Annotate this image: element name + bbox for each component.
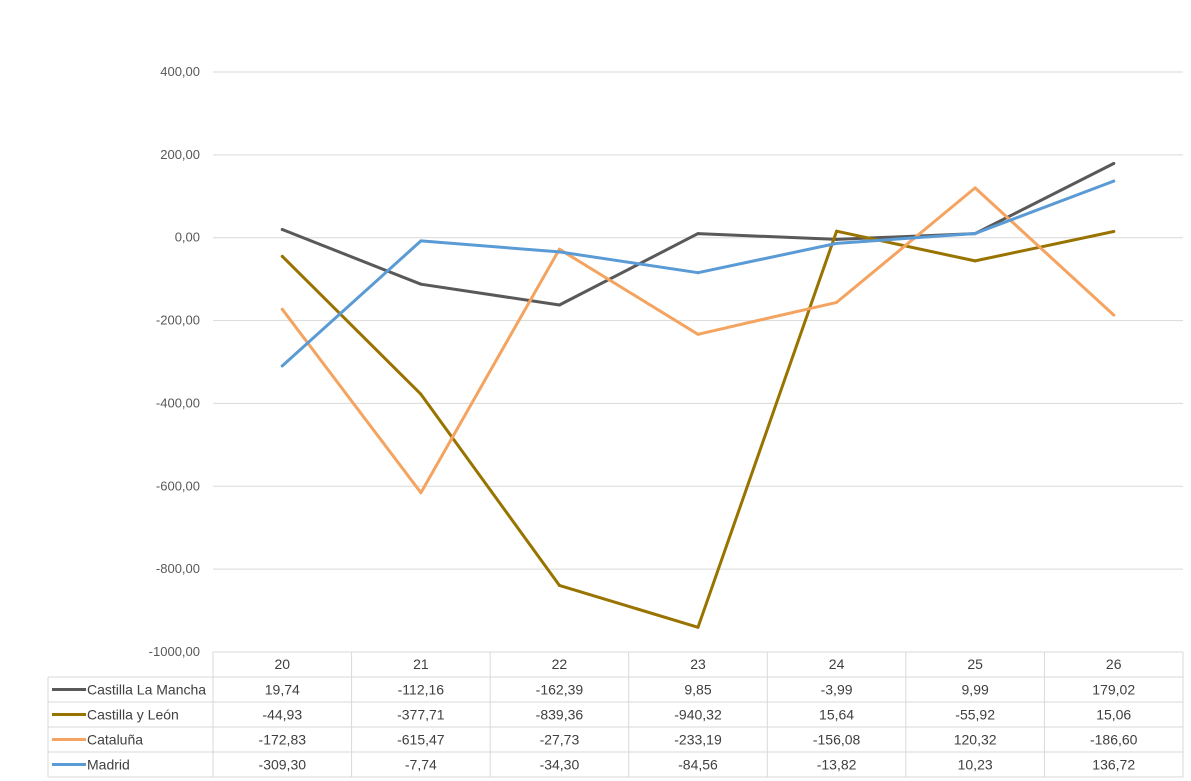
data-table: 20 21 22 23 24 25 26 Castilla La Mancha 19,74 -11… (47, 651, 1184, 778)
data-label: -55,92 (955, 707, 995, 723)
data-point (419, 392, 423, 396)
category-label: 21 (413, 656, 429, 672)
data-label: -84,56 (678, 757, 718, 773)
data-point (1112, 162, 1116, 166)
data-label: -3,99 (821, 682, 853, 698)
series-name: Cataluña (87, 732, 143, 748)
data-point (973, 231, 977, 235)
category-label: 26 (1106, 656, 1122, 672)
data-point (696, 232, 700, 236)
data-label: 15,06 (1096, 707, 1131, 723)
y-tick-label: -1000,00 (149, 644, 200, 659)
data-label: -13,82 (817, 757, 857, 773)
y-axis: 400,00 200,00 0,00 -200,00 -400,00 -600,00 -80… (149, 64, 200, 659)
data-point (835, 300, 839, 304)
y-tick-label: -200,00 (156, 313, 200, 328)
data-point (280, 364, 284, 368)
data-point (557, 303, 561, 307)
gridlines (213, 71, 1183, 570)
data-point (280, 228, 284, 232)
data-point (1112, 229, 1116, 233)
data-label: -233,19 (674, 732, 722, 748)
data-label: 179,02 (1092, 682, 1135, 698)
data-point (280, 307, 284, 311)
data-point (835, 237, 839, 241)
data-point (1112, 179, 1116, 183)
data-point (973, 259, 977, 263)
data-label: -162,39 (536, 682, 584, 698)
y-tick-label: 0,00 (175, 230, 200, 245)
data-label: 10,23 (958, 757, 993, 773)
data-point (696, 625, 700, 629)
series-line-1 (280, 229, 1116, 629)
data-label: 9,85 (684, 682, 711, 698)
series-name: Castilla y León (87, 707, 179, 723)
data-label: -309,30 (259, 757, 307, 773)
data-point (557, 250, 561, 254)
data-label: -377,71 (397, 707, 445, 723)
data-point (557, 583, 561, 587)
data-label: 120,32 (954, 732, 997, 748)
y-tick-label: -400,00 (156, 395, 200, 410)
data-label: -34,30 (540, 757, 580, 773)
data-point (835, 229, 839, 233)
data-label: 9,99 (962, 682, 989, 698)
data-label: -186,60 (1090, 732, 1138, 748)
y-tick-label: -800,00 (156, 561, 200, 576)
data-point (280, 254, 284, 258)
data-point (973, 186, 977, 190)
data-point (557, 247, 561, 251)
data-label: 15,64 (819, 707, 854, 723)
data-point (1112, 313, 1116, 317)
data-label: -940,32 (674, 707, 722, 723)
data-label: -7,74 (405, 757, 437, 773)
y-tick-label: 200,00 (160, 147, 200, 162)
y-tick-label: 400,00 (160, 64, 200, 79)
data-point (696, 271, 700, 275)
series-name: Castilla La Mancha (87, 682, 206, 698)
y-tick-label: -600,00 (156, 478, 200, 493)
series-lines (280, 162, 1116, 629)
data-label: 19,74 (265, 682, 300, 698)
category-label: 22 (552, 656, 568, 672)
data-point (696, 332, 700, 336)
data-label: -44,93 (262, 707, 302, 723)
category-label: 23 (690, 656, 706, 672)
series-name: Madrid (87, 757, 130, 773)
data-label: -172,83 (259, 732, 307, 748)
data-label: -27,73 (540, 732, 580, 748)
data-label: -156,08 (813, 732, 861, 748)
data-label: 136,72 (1092, 757, 1135, 773)
data-point (419, 491, 423, 495)
data-label: -112,16 (398, 682, 445, 698)
category-label: 20 (274, 656, 290, 672)
data-point (835, 241, 839, 245)
category-label: 24 (829, 656, 845, 672)
category-label: 25 (967, 656, 983, 672)
data-point (419, 282, 423, 286)
data-label: -839,36 (536, 707, 584, 723)
data-point (419, 239, 423, 243)
data-label: -615,47 (397, 732, 445, 748)
